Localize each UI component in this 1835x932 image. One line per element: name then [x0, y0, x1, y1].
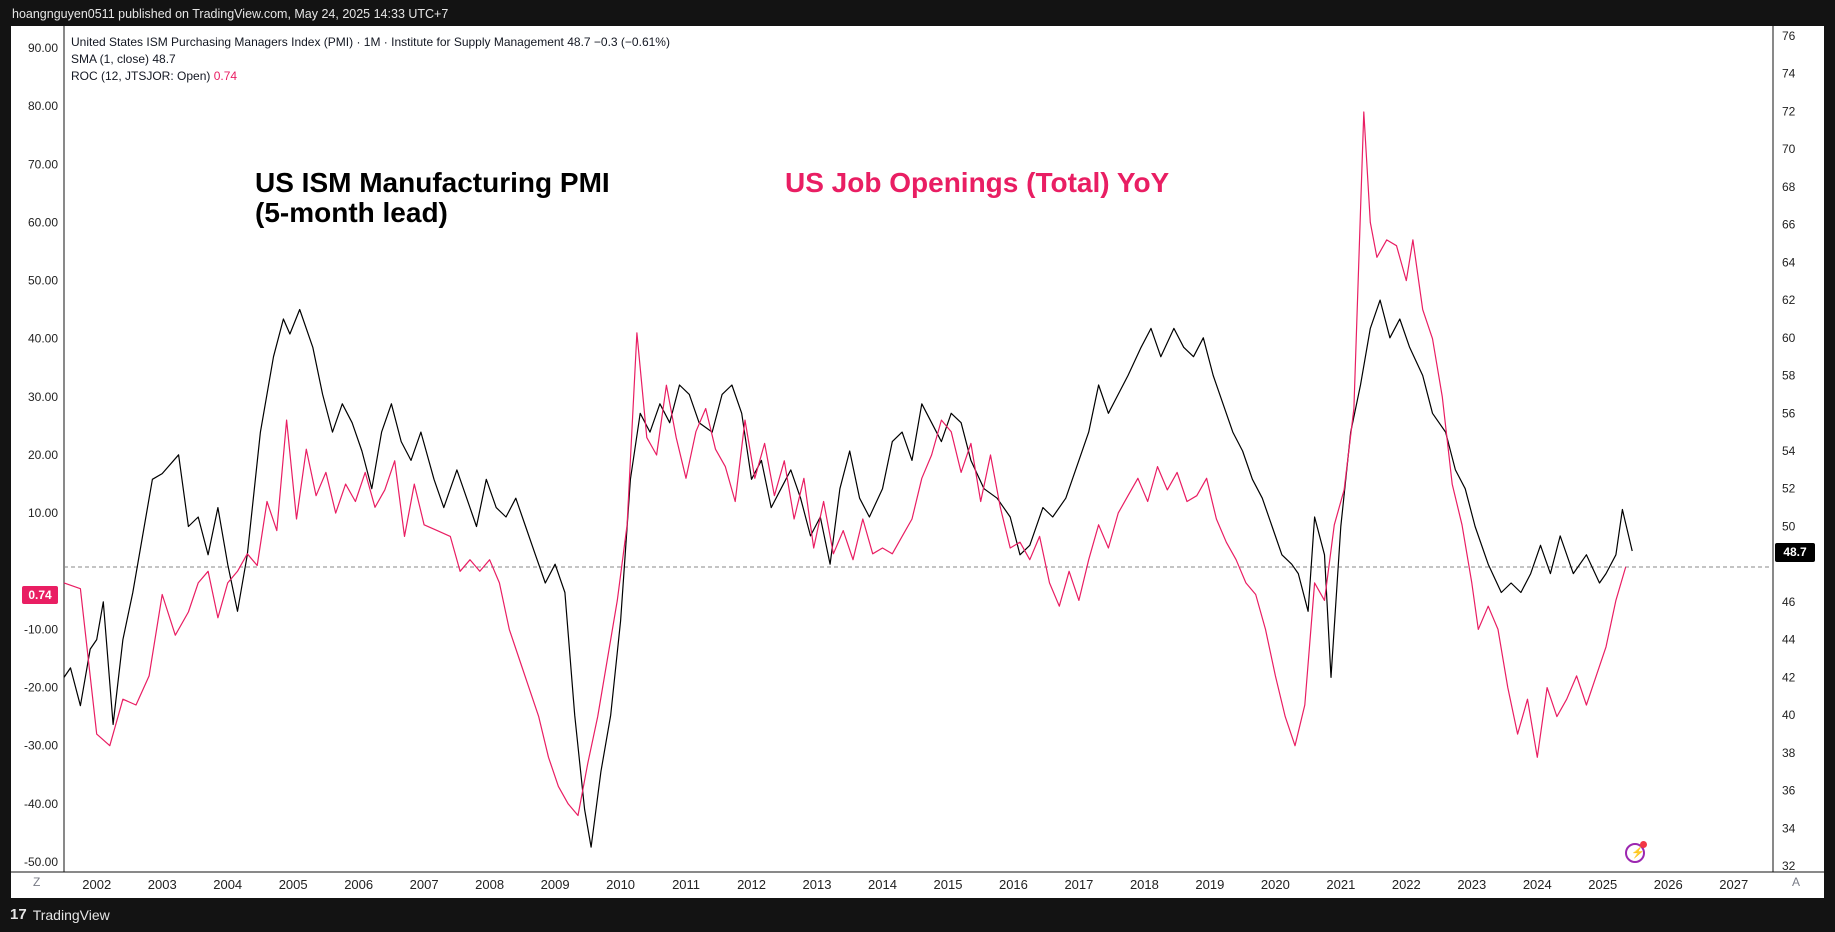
x-tick-label: 2016: [999, 877, 1028, 892]
y-right-tick-label: 32: [1782, 859, 1796, 873]
x-tick-label: 2024: [1523, 877, 1552, 892]
x-tick-label: 2002: [82, 877, 111, 892]
x-tick-label: 2021: [1326, 877, 1355, 892]
y-left-tick-label: 70.00: [28, 157, 58, 171]
axes-layer: 90.00 80.00 70.00 60.00 50.00 40.00 30.00 20.00…: [11, 26, 1824, 892]
job-openings-roc-line: [63, 111, 1627, 817]
x-tick-label: 2012: [737, 877, 766, 892]
x-tick-label: 2003: [148, 877, 177, 892]
y-right-tick-label: 36: [1782, 784, 1796, 798]
y-right-tick-label: 62: [1782, 293, 1796, 307]
series-layer: [63, 111, 1633, 848]
y-right-tick-label: 44: [1782, 633, 1796, 647]
y-left-tick-label: -10.00: [24, 622, 58, 636]
y-right-tick-label: 58: [1782, 369, 1796, 383]
ism-pmi-line: [63, 299, 1633, 848]
lightning-icon[interactable]: ⚡: [1625, 841, 1647, 863]
x-tick-label: 2009: [541, 877, 570, 892]
y-left-tick-label: -30.00: [24, 739, 58, 753]
y-left-tick-label: -50.00: [24, 855, 58, 869]
brand-name[interactable]: TradingView: [32, 907, 110, 923]
x-tick-label: 2026: [1654, 877, 1683, 892]
y-left-tick-label: -40.00: [24, 797, 58, 811]
legend-pmi[interactable]: United States ISM Purchasing Managers In…: [71, 35, 670, 49]
y-right-tick-label: 50: [1782, 519, 1796, 533]
y-left-tick-label: 40.00: [28, 332, 58, 346]
chart-svg[interactable]: 90.00 80.00 70.00 60.00 50.00 40.00 30.00 20.00…: [11, 26, 1824, 898]
auto-scale-button[interactable]: A: [1792, 875, 1801, 889]
x-tick-label: 2015: [934, 877, 963, 892]
x-tick-label: 2017: [1064, 877, 1093, 892]
y-right-tick-label: 34: [1782, 821, 1796, 835]
x-tick-label: 2022: [1392, 877, 1421, 892]
annotation-pmi: US ISM Manufacturing PMI (5-month lead): [255, 167, 610, 228]
y-right-tick-label: 40: [1782, 708, 1796, 722]
y-left-tick-label: 80.00: [28, 99, 58, 113]
y-right-tick-label: 64: [1782, 255, 1796, 269]
legend-sma[interactable]: SMA (1, close) 48.7: [71, 52, 176, 66]
y-right-tick-label: 66: [1782, 218, 1796, 232]
x-tick-label: 2013: [803, 877, 832, 892]
legend-roc-label: ROC (12, JTSJOR: Open): [71, 69, 211, 83]
y-right-tick-label: 76: [1782, 29, 1796, 43]
tradingview-logo-icon[interactable]: 17: [10, 906, 27, 923]
x-tick-label: 2014: [868, 877, 897, 892]
x-tick-label: 2018: [1130, 877, 1159, 892]
y-right-tick-label: 70: [1782, 142, 1796, 156]
y-right-tick-label: 52: [1782, 482, 1796, 496]
y-right-tick-label: 56: [1782, 406, 1796, 420]
x-tick-label: 2011: [672, 877, 700, 892]
footer: 17 TradingView: [10, 900, 110, 930]
x-tick-label: 2025: [1588, 877, 1617, 892]
annotation-jobs: US Job Openings (Total) YoY: [785, 167, 1170, 198]
y-right-tick-label: 38: [1782, 746, 1796, 760]
x-tick-label: 2020: [1261, 877, 1290, 892]
x-tick-label: 2027: [1719, 877, 1748, 892]
y-left-tick-label: 30.00: [28, 390, 58, 404]
legend-roc[interactable]: ROC (12, JTSJOR: Open) 0.74: [71, 68, 670, 85]
roc-value-badge: 0.74: [22, 586, 58, 604]
pmi-value-badge: 48.7: [1775, 543, 1815, 562]
legend-roc-value: 0.74: [213, 69, 238, 83]
x-tick-label: 2019: [1195, 877, 1224, 892]
y-right-tick-label: 60: [1782, 331, 1796, 345]
x-tick-label: 2005: [279, 877, 308, 892]
chart-frame[interactable]: 90.00 80.00 70.00 60.00 50.00 40.00 30.00 20.00…: [11, 26, 1824, 898]
y-left-tick-label: 10.00: [28, 506, 58, 520]
x-tick-label: 2023: [1457, 877, 1486, 892]
y-right-tick-label: 54: [1782, 444, 1796, 458]
y-right-tick-label: 72: [1782, 104, 1796, 118]
y-right-tick-label: 46: [1782, 595, 1796, 609]
chart-legend: United States ISM Purchasing Managers In…: [71, 34, 670, 85]
y-left-tick-label: 50.00: [28, 274, 58, 288]
y-left-tick-label: 60.00: [28, 215, 58, 229]
publisher-header: hoangnguyen0511 published on TradingView…: [12, 7, 449, 21]
y-left-tick-label: 90.00: [28, 41, 58, 55]
x-tick-label: 2010: [606, 877, 635, 892]
y-right-tick-label: 42: [1782, 670, 1796, 684]
x-tick-label: 2004: [213, 877, 242, 892]
y-right-tick-label: 74: [1782, 67, 1796, 81]
x-tick-label: 2006: [344, 877, 373, 892]
x-tick-label: 2007: [410, 877, 439, 892]
y-left-tick-label: 20.00: [28, 448, 58, 462]
x-tick-label: 2008: [475, 877, 504, 892]
timezone-corner-button[interactable]: Z: [33, 875, 41, 889]
y-left-tick-label: -20.00: [24, 681, 58, 695]
y-right-tick-label: 68: [1782, 180, 1796, 194]
